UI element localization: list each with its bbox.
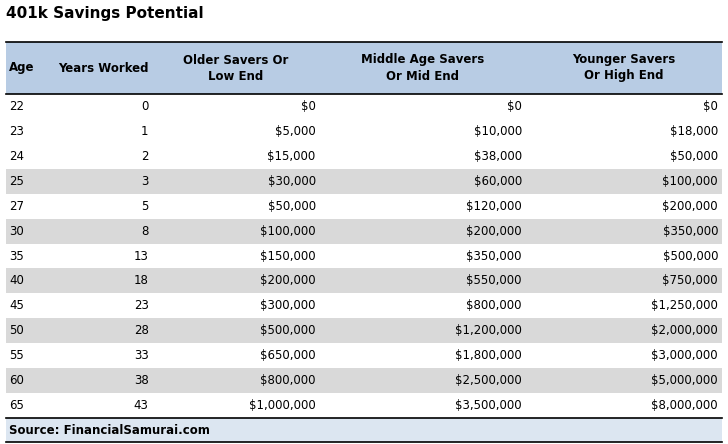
Text: 3: 3	[141, 175, 149, 188]
Text: $1,250,000: $1,250,000	[651, 299, 718, 312]
Text: $5,000: $5,000	[275, 125, 316, 138]
Text: $150,000: $150,000	[260, 250, 316, 262]
Text: $350,000: $350,000	[662, 225, 718, 238]
Text: 65: 65	[9, 399, 24, 412]
Text: $0: $0	[301, 100, 316, 113]
Text: $750,000: $750,000	[662, 274, 718, 287]
Bar	[6, 269, 722, 293]
Text: $650,000: $650,000	[260, 349, 316, 362]
Text: 13: 13	[134, 250, 149, 262]
Text: Source: FinancialSamurai.com: Source: FinancialSamurai.com	[9, 424, 210, 436]
Text: 5: 5	[141, 200, 149, 213]
Text: 22: 22	[9, 100, 24, 113]
Bar	[6, 368, 722, 393]
Bar	[6, 218, 722, 244]
Text: $1,000,000: $1,000,000	[249, 399, 316, 412]
Text: Older Savers Or
Low End: Older Savers Or Low End	[183, 53, 289, 83]
Text: 25: 25	[9, 175, 24, 188]
Text: 18: 18	[134, 274, 149, 287]
Text: 38: 38	[134, 374, 149, 387]
Text: Younger Savers
Or High End: Younger Savers Or High End	[572, 53, 676, 83]
Text: 43: 43	[134, 399, 149, 412]
Text: 23: 23	[9, 125, 24, 138]
Bar	[6, 144, 722, 169]
Text: 50: 50	[9, 324, 24, 337]
Text: $120,000: $120,000	[466, 200, 522, 213]
Text: $500,000: $500,000	[662, 250, 718, 262]
Text: $50,000: $50,000	[670, 150, 718, 163]
Text: $18,000: $18,000	[670, 125, 718, 138]
Text: $0: $0	[703, 100, 718, 113]
Text: $1,200,000: $1,200,000	[455, 324, 522, 337]
Text: $10,000: $10,000	[474, 125, 522, 138]
Bar	[6, 393, 722, 418]
Bar	[6, 244, 722, 269]
Bar	[6, 119, 722, 144]
Text: $2,000,000: $2,000,000	[652, 324, 718, 337]
Text: 2: 2	[141, 150, 149, 163]
Text: $8,000,000: $8,000,000	[652, 399, 718, 412]
Text: $60,000: $60,000	[474, 175, 522, 188]
Text: 30: 30	[9, 225, 24, 238]
Text: $100,000: $100,000	[662, 175, 718, 188]
Text: 0: 0	[141, 100, 149, 113]
Text: $0: $0	[507, 100, 522, 113]
Text: $200,000: $200,000	[467, 225, 522, 238]
Bar	[6, 94, 722, 119]
Text: 45: 45	[9, 299, 24, 312]
Text: 23: 23	[134, 299, 149, 312]
Bar	[6, 169, 722, 194]
Text: $2,500,000: $2,500,000	[455, 374, 522, 387]
Text: $550,000: $550,000	[467, 274, 522, 287]
Bar	[6, 42, 722, 94]
Text: $200,000: $200,000	[260, 274, 316, 287]
Text: 27: 27	[9, 200, 24, 213]
Text: $350,000: $350,000	[467, 250, 522, 262]
Text: 35: 35	[9, 250, 24, 262]
Text: 1: 1	[141, 125, 149, 138]
Text: $800,000: $800,000	[260, 374, 316, 387]
Text: $3,000,000: $3,000,000	[652, 349, 718, 362]
Bar	[6, 418, 722, 442]
Text: $38,000: $38,000	[474, 150, 522, 163]
Text: $50,000: $50,000	[267, 200, 316, 213]
Text: $300,000: $300,000	[260, 299, 316, 312]
Bar	[6, 318, 722, 343]
Text: $15,000: $15,000	[267, 150, 316, 163]
Bar	[6, 293, 722, 318]
Text: 33: 33	[134, 349, 149, 362]
Text: $30,000: $30,000	[267, 175, 316, 188]
Text: 8: 8	[141, 225, 149, 238]
Text: $5,000,000: $5,000,000	[652, 374, 718, 387]
Text: 28: 28	[134, 324, 149, 337]
Text: $500,000: $500,000	[260, 324, 316, 337]
Text: Years Worked: Years Worked	[58, 62, 149, 75]
Text: 24: 24	[9, 150, 24, 163]
Text: $800,000: $800,000	[467, 299, 522, 312]
Text: $100,000: $100,000	[260, 225, 316, 238]
Bar	[6, 194, 722, 218]
Text: Middle Age Savers
Or Mid End: Middle Age Savers Or Mid End	[361, 53, 484, 83]
Text: 55: 55	[9, 349, 24, 362]
Text: 60: 60	[9, 374, 24, 387]
Bar	[6, 343, 722, 368]
Text: $3,500,000: $3,500,000	[455, 399, 522, 412]
Text: 401k Savings Potential: 401k Savings Potential	[6, 6, 204, 21]
Text: 40: 40	[9, 274, 24, 287]
Text: Age: Age	[9, 62, 34, 75]
Text: $200,000: $200,000	[662, 200, 718, 213]
Text: $1,800,000: $1,800,000	[455, 349, 522, 362]
